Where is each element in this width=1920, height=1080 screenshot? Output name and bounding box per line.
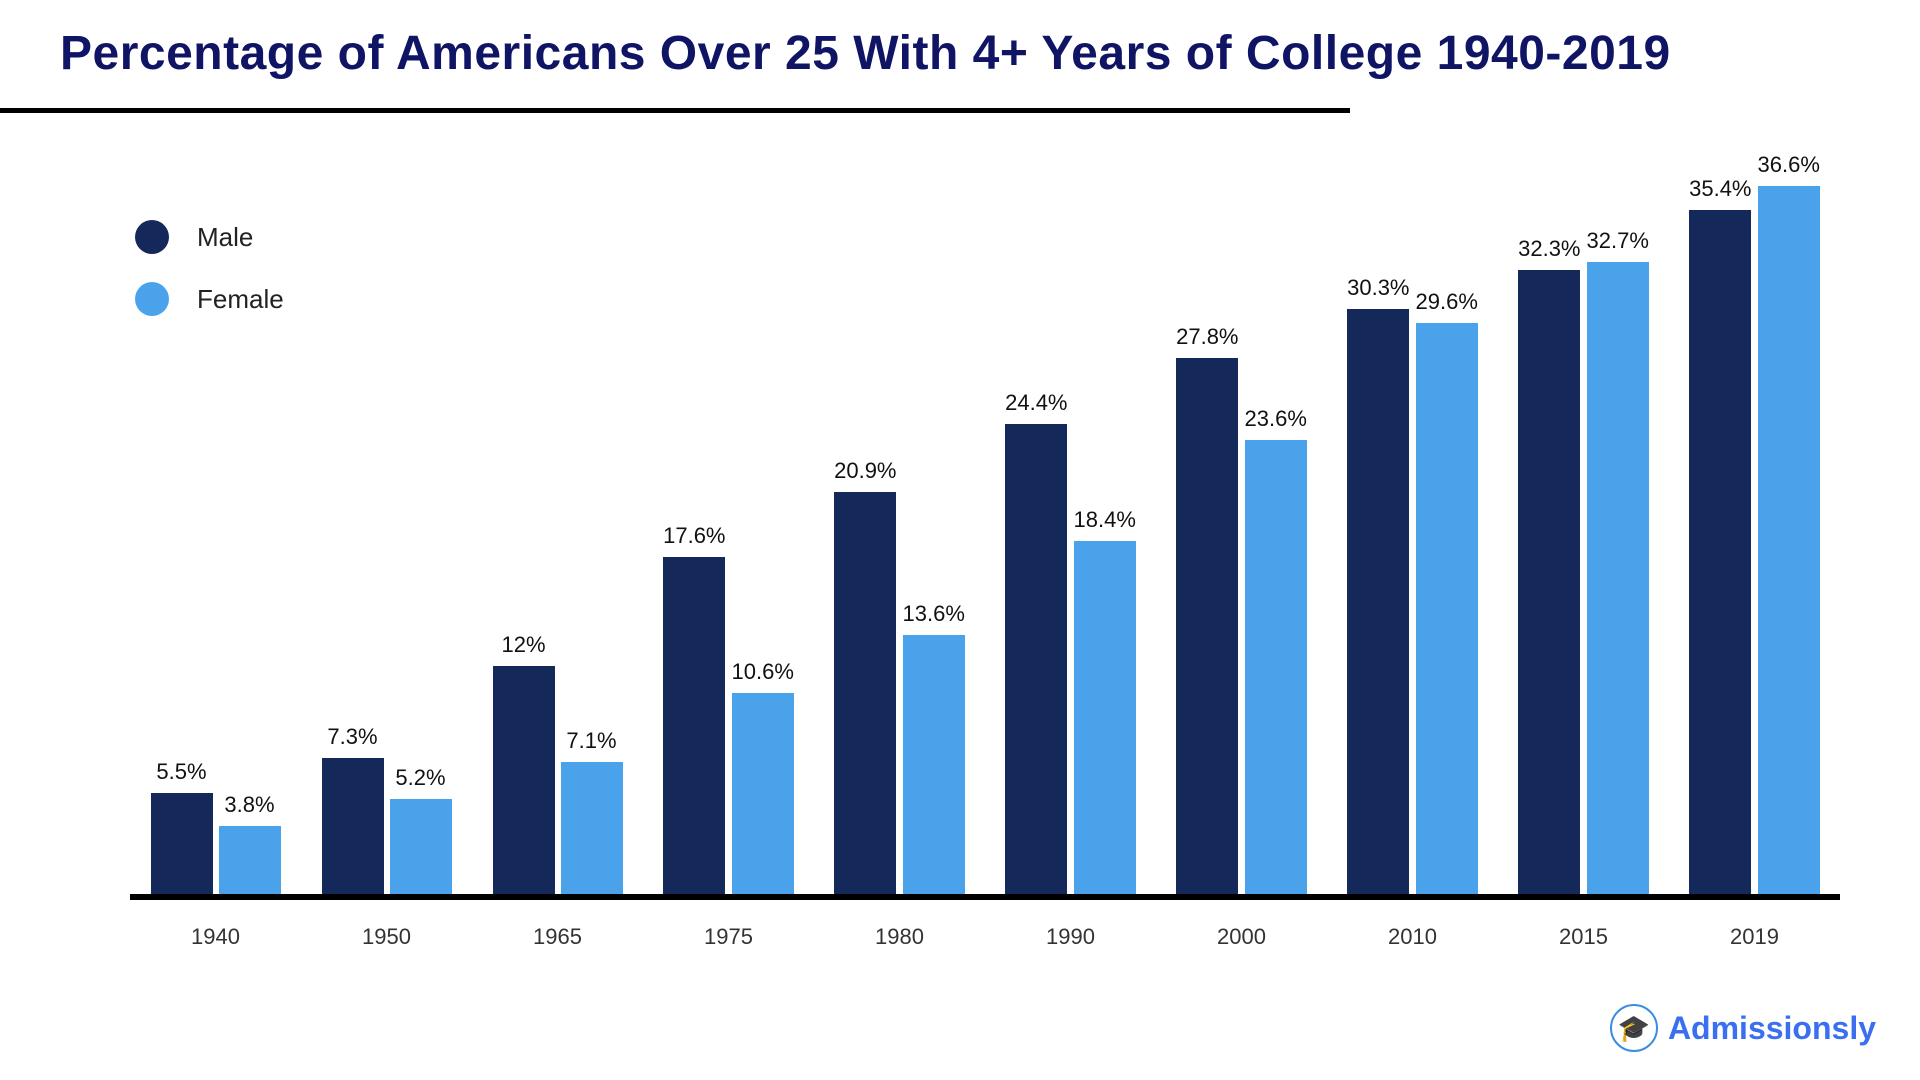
brand-name: Admissionsly xyxy=(1668,1010,1876,1047)
bar xyxy=(1005,424,1067,900)
plot-area: 5.5% 3.8% 7.3% 5.2% 12% 7.1% 17.6% 10.6% 20.9% 13… xyxy=(130,120,1840,900)
bar-wrap: 7.1% xyxy=(561,120,623,900)
bar-group: 35.4% 36.6% xyxy=(1669,120,1840,900)
bar-value-label: 35.4% xyxy=(1689,176,1751,202)
bar-value-label: 10.6% xyxy=(732,659,794,685)
x-axis-labels: 1940195019651975198019902000201020152019 xyxy=(130,906,1840,960)
chart-title: Percentage of Americans Over 25 With 4+ … xyxy=(60,26,1671,81)
bar xyxy=(834,492,896,900)
bar-group: 5.5% 3.8% xyxy=(130,120,301,900)
bar-wrap: 29.6% xyxy=(1416,120,1478,900)
bar-value-label: 12% xyxy=(501,632,545,658)
bar-value-label: 7.1% xyxy=(566,728,616,754)
bar-wrap: 7.3% xyxy=(322,120,384,900)
bar-wrap: 27.8% xyxy=(1176,120,1238,900)
x-axis-label: 1940 xyxy=(130,906,301,960)
graduation-cap-icon: 🎓 xyxy=(1618,1015,1650,1041)
bar-group: 24.4% 18.4% xyxy=(985,120,1156,900)
bar-wrap: 36.6% xyxy=(1758,120,1820,900)
bar-group: 7.3% 5.2% xyxy=(301,120,472,900)
title-underline xyxy=(0,108,1350,113)
bar-value-label: 20.9% xyxy=(834,458,896,484)
bar-wrap: 24.4% xyxy=(1005,120,1067,900)
bar-wrap: 18.4% xyxy=(1074,120,1136,900)
x-axis-label: 2015 xyxy=(1498,906,1669,960)
bar xyxy=(1347,309,1409,900)
bar-wrap: 23.6% xyxy=(1245,120,1307,900)
bar-group: 27.8% 23.6% xyxy=(1156,120,1327,900)
bar-value-label: 29.6% xyxy=(1416,289,1478,315)
bar-wrap: 3.8% xyxy=(219,120,281,900)
bar-wrap: 30.3% xyxy=(1347,120,1409,900)
x-axis xyxy=(130,894,1840,900)
bar xyxy=(219,826,281,900)
bar-wrap: 13.6% xyxy=(903,120,965,900)
bar xyxy=(1689,210,1751,900)
bar xyxy=(1176,358,1238,900)
bar-value-label: 27.8% xyxy=(1176,324,1238,350)
bar-value-label: 7.3% xyxy=(327,724,377,750)
bar xyxy=(561,762,623,900)
bar-value-label: 5.5% xyxy=(156,759,206,785)
bar-group: 20.9% 13.6% xyxy=(814,120,985,900)
bar-wrap: 5.2% xyxy=(390,120,452,900)
brand-logo: 🎓 Admissionsly xyxy=(1610,1004,1876,1052)
bar xyxy=(1587,262,1649,900)
x-axis-label: 1975 xyxy=(643,906,814,960)
x-axis-label: 1950 xyxy=(301,906,472,960)
bar xyxy=(390,799,452,900)
bar-value-label: 23.6% xyxy=(1245,406,1307,432)
bar-value-label: 24.4% xyxy=(1005,390,1067,416)
bar-wrap: 17.6% xyxy=(663,120,725,900)
bar-value-label: 3.8% xyxy=(224,792,274,818)
bar-chart: 5.5% 3.8% 7.3% 5.2% 12% 7.1% 17.6% 10.6% 20.9% 13… xyxy=(90,120,1860,960)
bar xyxy=(322,758,384,900)
bar-wrap: 20.9% xyxy=(834,120,896,900)
x-axis-label: 1990 xyxy=(985,906,1156,960)
bar-wrap: 32.7% xyxy=(1587,120,1649,900)
bar xyxy=(151,793,213,900)
page: Percentage of Americans Over 25 With 4+ … xyxy=(0,0,1920,1080)
bar xyxy=(1074,541,1136,900)
bar-value-label: 5.2% xyxy=(395,765,445,791)
bar-group: 12% 7.1% xyxy=(472,120,643,900)
bar-value-label: 32.7% xyxy=(1587,228,1649,254)
bar-value-label: 30.3% xyxy=(1347,275,1409,301)
bar xyxy=(1758,186,1820,900)
bar xyxy=(903,635,965,900)
x-axis-label: 2010 xyxy=(1327,906,1498,960)
bar-wrap: 35.4% xyxy=(1689,120,1751,900)
bar-wrap: 10.6% xyxy=(732,120,794,900)
bar-wrap: 5.5% xyxy=(151,120,213,900)
bar xyxy=(663,557,725,900)
bar xyxy=(732,693,794,900)
x-axis-label: 2019 xyxy=(1669,906,1840,960)
bar-value-label: 32.3% xyxy=(1518,236,1580,262)
bar-group: 30.3% 29.6% xyxy=(1327,120,1498,900)
bar-wrap: 12% xyxy=(493,120,555,900)
bar-value-label: 36.6% xyxy=(1758,152,1820,178)
bar-value-label: 18.4% xyxy=(1074,507,1136,533)
bar xyxy=(1416,323,1478,900)
bar xyxy=(1518,270,1580,900)
bar-groups: 5.5% 3.8% 7.3% 5.2% 12% 7.1% 17.6% 10.6% 20.9% 13… xyxy=(130,120,1840,900)
brand-ring-icon: 🎓 xyxy=(1610,1004,1658,1052)
bar xyxy=(493,666,555,900)
bar-value-label: 17.6% xyxy=(663,523,725,549)
bar-group: 32.3% 32.7% xyxy=(1498,120,1669,900)
bar-wrap: 32.3% xyxy=(1518,120,1580,900)
bar-value-label: 13.6% xyxy=(903,601,965,627)
x-axis-label: 1965 xyxy=(472,906,643,960)
bar xyxy=(1245,440,1307,900)
bar-group: 17.6% 10.6% xyxy=(643,120,814,900)
x-axis-label: 1980 xyxy=(814,906,985,960)
x-axis-label: 2000 xyxy=(1156,906,1327,960)
